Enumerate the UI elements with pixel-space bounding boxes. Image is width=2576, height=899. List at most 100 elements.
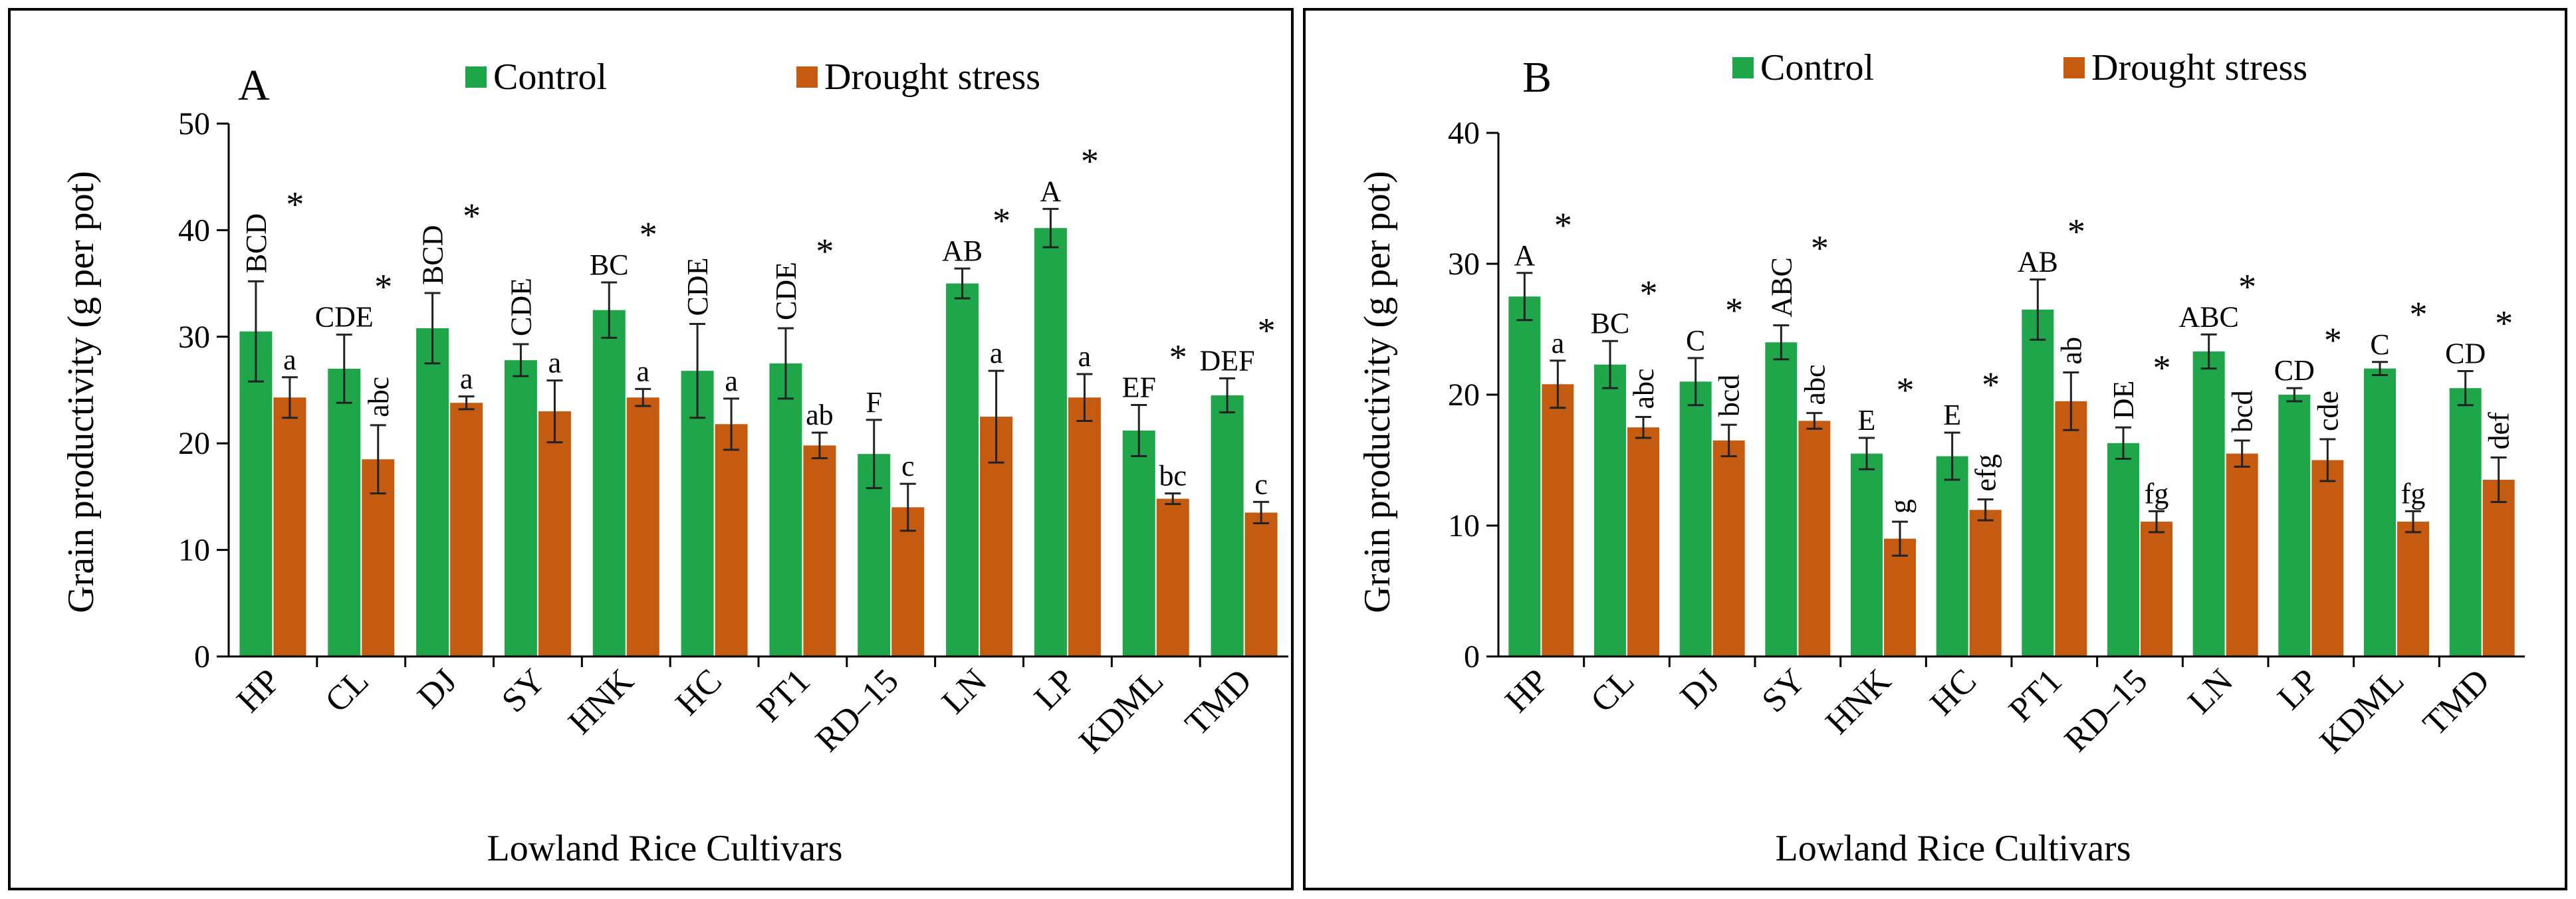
- bar-drought: [891, 507, 925, 656]
- y-tick-label: 20: [1448, 377, 1480, 413]
- significance-letter: fg: [2145, 477, 2169, 510]
- significance-letter: abc: [1627, 368, 1660, 409]
- significance-asterisk: *: [1982, 365, 2000, 405]
- significance-letter: bcd: [2226, 390, 2259, 433]
- significance-asterisk: *: [1258, 310, 1276, 350]
- y-axis-title: Grain productivity (g per pot): [1357, 171, 1398, 613]
- legend-control-swatch: [465, 66, 487, 88]
- x-tick-label: RD–15: [2057, 662, 2155, 759]
- bar-control: [1211, 395, 1244, 656]
- significance-letter: g: [1884, 499, 1917, 514]
- significance-asterisk: *: [993, 201, 1010, 241]
- significance-letter: C: [2370, 328, 2389, 361]
- bar-control: [328, 368, 361, 656]
- bar-control: [2022, 309, 2054, 656]
- significance-letter: BCD: [417, 225, 449, 285]
- significance-letter: c: [901, 450, 915, 482]
- x-tick-label: SY: [495, 662, 552, 720]
- panel-a-plot: 01020304050BCDa*HPCDEabc*CLBCDa*DJCDEaSY…: [178, 106, 1288, 761]
- x-tick-label: LN: [2181, 662, 2240, 721]
- significance-asterisk: *: [2324, 320, 2342, 360]
- bar-control: [1851, 453, 1883, 656]
- significance-letter: def: [2483, 412, 2516, 450]
- y-tick-label: 10: [1448, 508, 1480, 544]
- bar-drought: [2141, 522, 2172, 656]
- significance-letter: DE: [2107, 381, 2140, 420]
- significance-letter: bc: [1159, 460, 1187, 492]
- y-tick-label: 30: [1448, 247, 1480, 282]
- significance-letter: a: [725, 365, 738, 397]
- x-tick-label: HC: [1923, 662, 1984, 722]
- significance-asterisk: *: [2238, 266, 2256, 306]
- bar-drought: [1627, 427, 1659, 656]
- significance-letter: ABC: [1765, 257, 1798, 317]
- bar-drought: [450, 403, 483, 656]
- bar-drought: [1068, 397, 1101, 656]
- legend-drought-label: Drought stress: [2091, 47, 2307, 88]
- significance-letter: bcd: [1713, 375, 1746, 417]
- x-tick-label: PT1: [2002, 662, 2069, 730]
- significance-letter: ab: [2055, 337, 2087, 365]
- x-tick-label: HC: [669, 662, 729, 722]
- significance-letter: c: [1254, 468, 1268, 500]
- y-tick-label: 40: [178, 213, 210, 248]
- bar-control: [592, 310, 626, 656]
- significance-asterisk: *: [463, 196, 481, 236]
- bar-control: [2278, 395, 2311, 656]
- x-tick-label: TMD: [2416, 662, 2497, 743]
- x-tick-label: DJ: [1673, 662, 1727, 716]
- significance-letter: A: [1514, 239, 1535, 272]
- significance-asterisk: *: [1640, 273, 1658, 313]
- bar-drought: [273, 397, 306, 656]
- significance-asterisk: *: [1169, 337, 1187, 377]
- x-axis-title: Lowland Rice Cultivars: [487, 828, 842, 869]
- x-tick-label: KDML: [1072, 662, 1171, 761]
- bar-drought: [1542, 384, 1574, 656]
- x-tick-label: LP: [2271, 662, 2326, 717]
- y-tick-label: 0: [194, 639, 210, 674]
- bar-drought: [2055, 401, 2087, 656]
- y-tick-label: 20: [178, 426, 210, 461]
- significance-letter: F: [866, 386, 882, 419]
- significance-letter: cde: [2311, 391, 2344, 431]
- legend-control-swatch: [1732, 57, 1754, 78]
- significance-letter: EF: [1122, 371, 1156, 403]
- significance-letter: CD: [2445, 338, 2486, 370]
- bar-drought: [2482, 480, 2515, 656]
- bar-drought: [803, 445, 836, 656]
- panel-b-frame: [1303, 8, 2567, 890]
- bar-drought: [538, 411, 571, 656]
- significance-letter: a: [1078, 340, 1092, 373]
- bar-control: [1765, 342, 1798, 656]
- panel-b: B Control Drought stress Grain productiv…: [1303, 8, 2567, 890]
- panel-a-label: A: [238, 61, 270, 110]
- bar-control: [769, 363, 802, 656]
- significance-letter: E: [1943, 399, 1961, 431]
- significance-letter: C: [1686, 324, 1705, 357]
- panel-a: A Control Drought stress Grain productiv…: [8, 8, 1294, 890]
- bar-control: [1122, 430, 1155, 656]
- significance-asterisk: *: [1725, 290, 1743, 330]
- legend-drought-swatch: [796, 66, 818, 88]
- y-axis-title: Grain productivity (g per pot): [60, 171, 102, 613]
- significance-letter: A: [1040, 175, 1062, 207]
- x-tick-label: LP: [1027, 662, 1082, 717]
- x-tick-label: PT1: [750, 662, 818, 730]
- x-tick-label: HNK: [561, 662, 641, 742]
- legend-drought-swatch: [2063, 57, 2085, 78]
- y-tick-label: 10: [178, 533, 210, 568]
- significance-letter: abc: [1798, 365, 1831, 405]
- significance-letter: a: [548, 347, 562, 379]
- significance-letter: a: [990, 337, 1003, 369]
- x-axis-title: Lowland Rice Cultivars: [1775, 828, 2131, 869]
- significance-letter: BCD: [240, 213, 273, 273]
- bar-drought: [1156, 498, 1189, 656]
- significance-letter: CDE: [770, 262, 802, 320]
- bar-control: [1508, 296, 1541, 656]
- significance-letter: fg: [2401, 477, 2426, 510]
- bar-control: [2364, 368, 2396, 656]
- significance-asterisk: *: [1897, 370, 1915, 410]
- x-tick-label: SY: [1755, 662, 1813, 720]
- x-tick-label: LN: [935, 662, 994, 721]
